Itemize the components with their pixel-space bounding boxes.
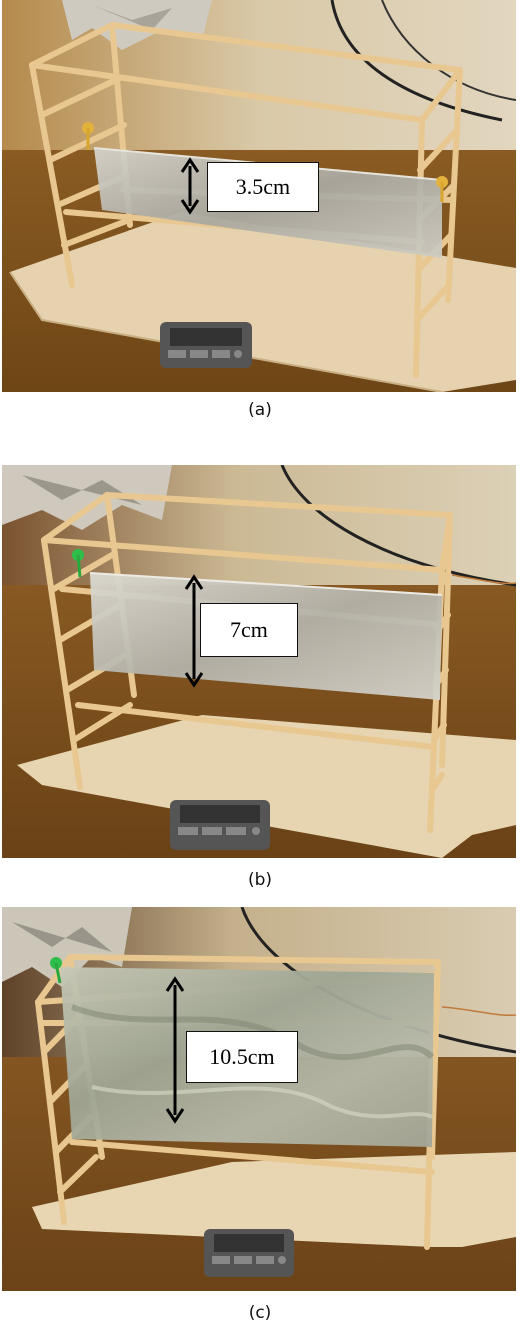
measurement-label: 3.5cm — [207, 162, 319, 212]
photo-a — [2, 0, 516, 392]
digital-scale-icon — [170, 800, 270, 850]
figure-panel-a: 3.5cm (a) — [0, 0, 520, 440]
panel-caption: (b) — [247, 870, 273, 890]
figure-panel-c: 10.5cm (c) — [0, 905, 520, 1330]
double-arrow-icon — [184, 574, 204, 688]
figure-panel-b: 7cm (b) — [0, 465, 520, 905]
digital-scale-icon — [160, 322, 252, 368]
push-pin-icon — [50, 957, 62, 984]
photo-b — [2, 465, 516, 858]
push-pin-icon — [72, 549, 84, 578]
double-arrow-icon — [180, 157, 200, 215]
measurement-label: 10.5cm — [186, 1031, 298, 1083]
push-pin-icon — [82, 122, 448, 202]
double-arrow-icon — [165, 976, 185, 1124]
panel-caption: (c) — [248, 1303, 272, 1323]
photo-c — [2, 907, 516, 1291]
panel-caption: (a) — [248, 400, 272, 420]
measurement-label: 7cm — [200, 603, 298, 657]
digital-scale-icon — [204, 1229, 294, 1277]
